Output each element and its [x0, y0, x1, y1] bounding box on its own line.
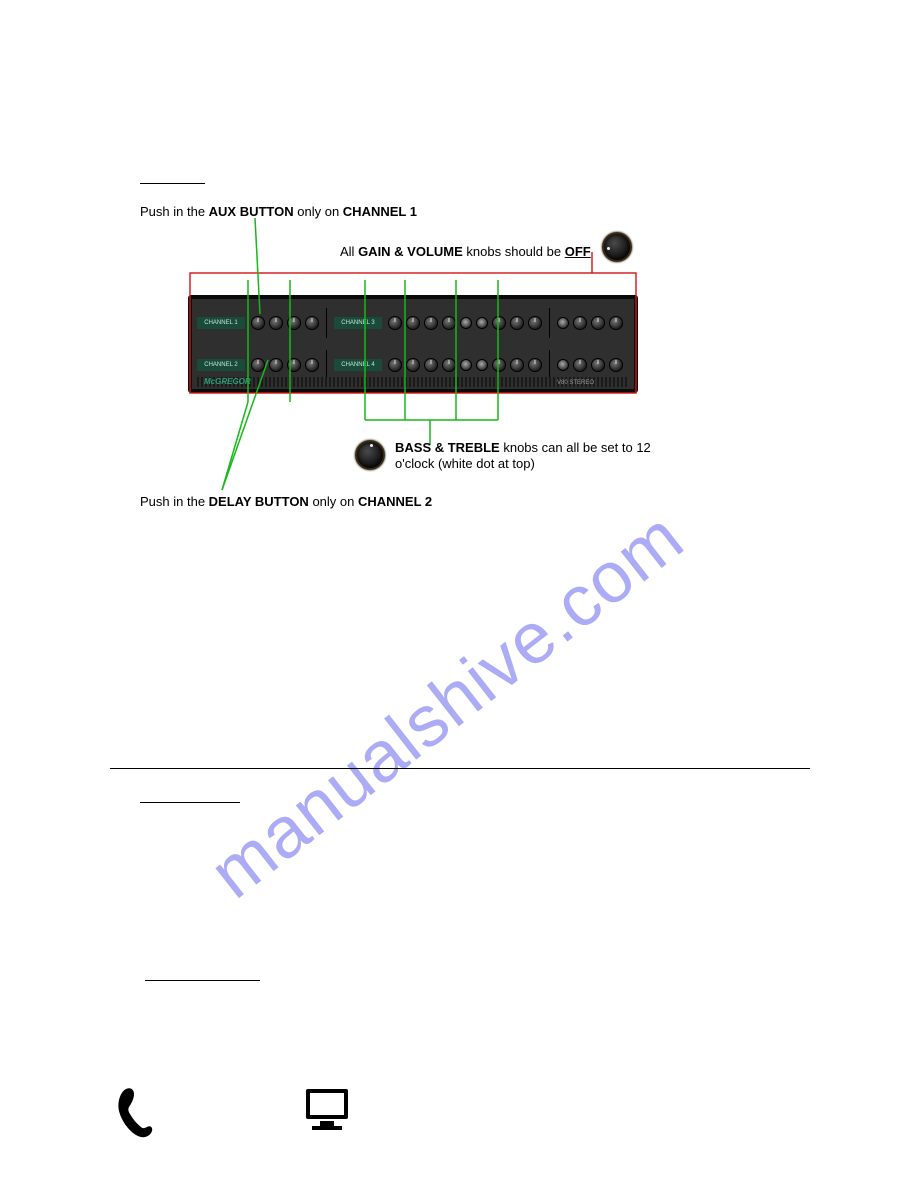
knob	[287, 358, 301, 372]
amplifier: CHANNEL 1 CHANNEL 3 CHANNEL 2	[188, 295, 638, 393]
jack	[460, 359, 472, 371]
divider	[549, 308, 550, 338]
knob	[269, 358, 283, 372]
knob	[388, 316, 402, 330]
callout-gain: All GAIN & VOLUME knobs should be OFF	[340, 244, 591, 259]
amp-model: V80 STEREO	[557, 380, 594, 386]
monitor-icon	[300, 1085, 355, 1135]
knob	[573, 316, 587, 330]
knob	[406, 316, 420, 330]
text: GAIN & VOLUME	[358, 244, 463, 259]
knob	[269, 316, 283, 330]
knob	[287, 316, 301, 330]
amp-row-top: CHANNEL 1 CHANNEL 3	[197, 305, 629, 341]
text: Push in the	[140, 204, 209, 219]
knob	[492, 316, 506, 330]
text: BASS & TREBLE	[395, 440, 500, 455]
callout-delay: Push in the DELAY BUTTON only on CHANNEL…	[140, 494, 432, 509]
divider-sub1	[140, 802, 240, 803]
divider-main	[110, 768, 810, 769]
text: knobs should be	[463, 244, 565, 259]
jack	[476, 359, 488, 371]
divider	[326, 350, 327, 380]
callout-bass-line2: o'clock (white dot at top)	[395, 456, 535, 471]
watermark: manualshive.com	[195, 496, 699, 915]
jack	[460, 317, 472, 329]
callout-aux: Push in the AUX BUTTON only on CHANNEL 1	[140, 204, 417, 219]
knob	[573, 358, 587, 372]
knob	[510, 358, 524, 372]
knob	[424, 316, 438, 330]
divider	[326, 308, 327, 338]
jack	[557, 317, 569, 329]
text: AUX BUTTON	[209, 204, 294, 219]
text: knobs can all be set to 12	[500, 440, 651, 455]
knob	[251, 358, 265, 372]
text: only on	[294, 204, 343, 219]
knob	[305, 358, 319, 372]
knob	[388, 358, 402, 372]
knob	[528, 358, 542, 372]
phone-icon	[112, 1085, 154, 1140]
callout-bass: BASS & TREBLE knobs can all be set to 12	[395, 440, 651, 455]
text: CHANNEL 1	[343, 204, 417, 219]
jack	[557, 359, 569, 371]
knob-twelve-icon	[355, 440, 385, 470]
channel-label: CHANNEL 1	[197, 317, 245, 329]
knob	[442, 316, 456, 330]
knob	[251, 316, 265, 330]
knob	[492, 358, 506, 372]
divider-sub2	[145, 980, 260, 981]
divider	[549, 350, 550, 380]
knob	[305, 316, 319, 330]
knob	[424, 358, 438, 372]
divider-top	[140, 183, 205, 184]
channel-label: CHANNEL 3	[334, 317, 382, 329]
knob	[510, 316, 524, 330]
knob	[609, 358, 623, 372]
text: OFF	[565, 244, 591, 259]
knob	[406, 358, 420, 372]
knob	[609, 316, 623, 330]
jack	[476, 317, 488, 329]
text: CHANNEL 2	[358, 494, 432, 509]
knob-off-icon	[602, 232, 632, 262]
channel-label: CHANNEL 2	[197, 359, 245, 371]
knob	[528, 316, 542, 330]
text: DELAY BUTTON	[209, 494, 309, 509]
amp-brand: McGREGOR	[204, 377, 251, 386]
page-root: Push in the AUX BUTTON only on CHANNEL 1…	[0, 0, 918, 1188]
knob	[591, 316, 605, 330]
text: Push in the	[140, 494, 209, 509]
knob	[442, 358, 456, 372]
knob	[591, 358, 605, 372]
text: only on	[309, 494, 358, 509]
channel-label: CHANNEL 4	[334, 359, 382, 371]
text: All	[340, 244, 358, 259]
